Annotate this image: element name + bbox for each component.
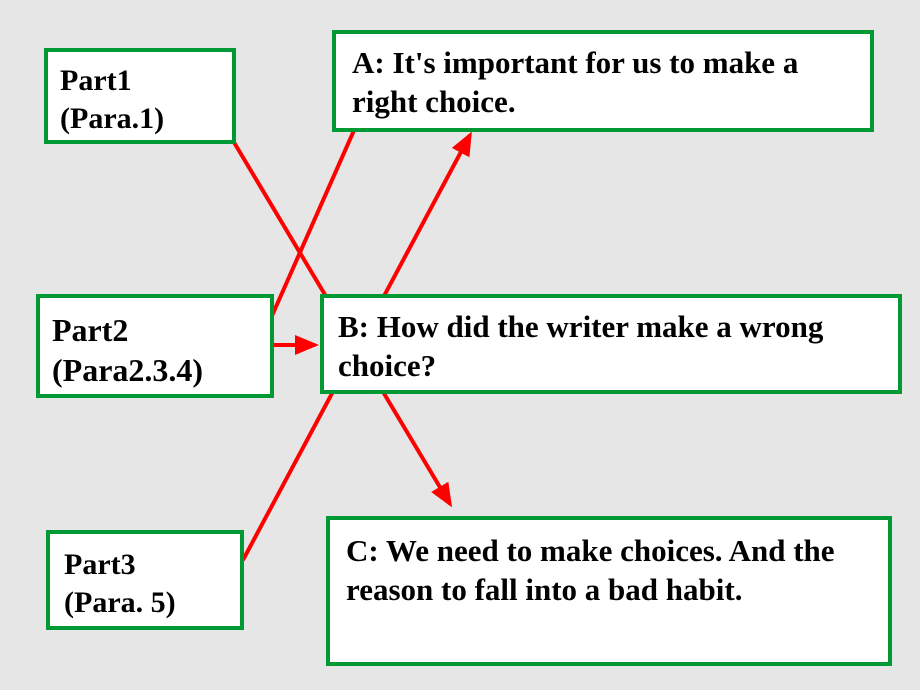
arrow-part2-to-optA <box>271 110 363 318</box>
left-box-line2: (Para2.3.4) <box>52 350 258 390</box>
right-box-optA: A: It's important for us to make a right… <box>332 30 874 132</box>
left-box-line2: (Para.1) <box>60 100 220 138</box>
left-box-line1: Part1 <box>60 62 220 100</box>
left-box-part2: Part2(Para2.3.4) <box>36 294 274 398</box>
left-box-line1: Part2 <box>52 310 258 350</box>
slide-canvas: Part1(Para.1)Part2(Para2.3.4)Part3(Para.… <box>0 0 920 690</box>
left-box-part3: Part3(Para. 5) <box>46 530 244 630</box>
left-box-line1: Part3 <box>64 546 226 584</box>
left-box-part1: Part1(Para.1) <box>44 48 236 144</box>
right-box-optB: B: How did the writer make a wrong choic… <box>320 294 902 394</box>
left-box-line2: (Para. 5) <box>64 584 226 622</box>
right-box-optC: C: We need to make choices. And the reas… <box>326 516 892 666</box>
